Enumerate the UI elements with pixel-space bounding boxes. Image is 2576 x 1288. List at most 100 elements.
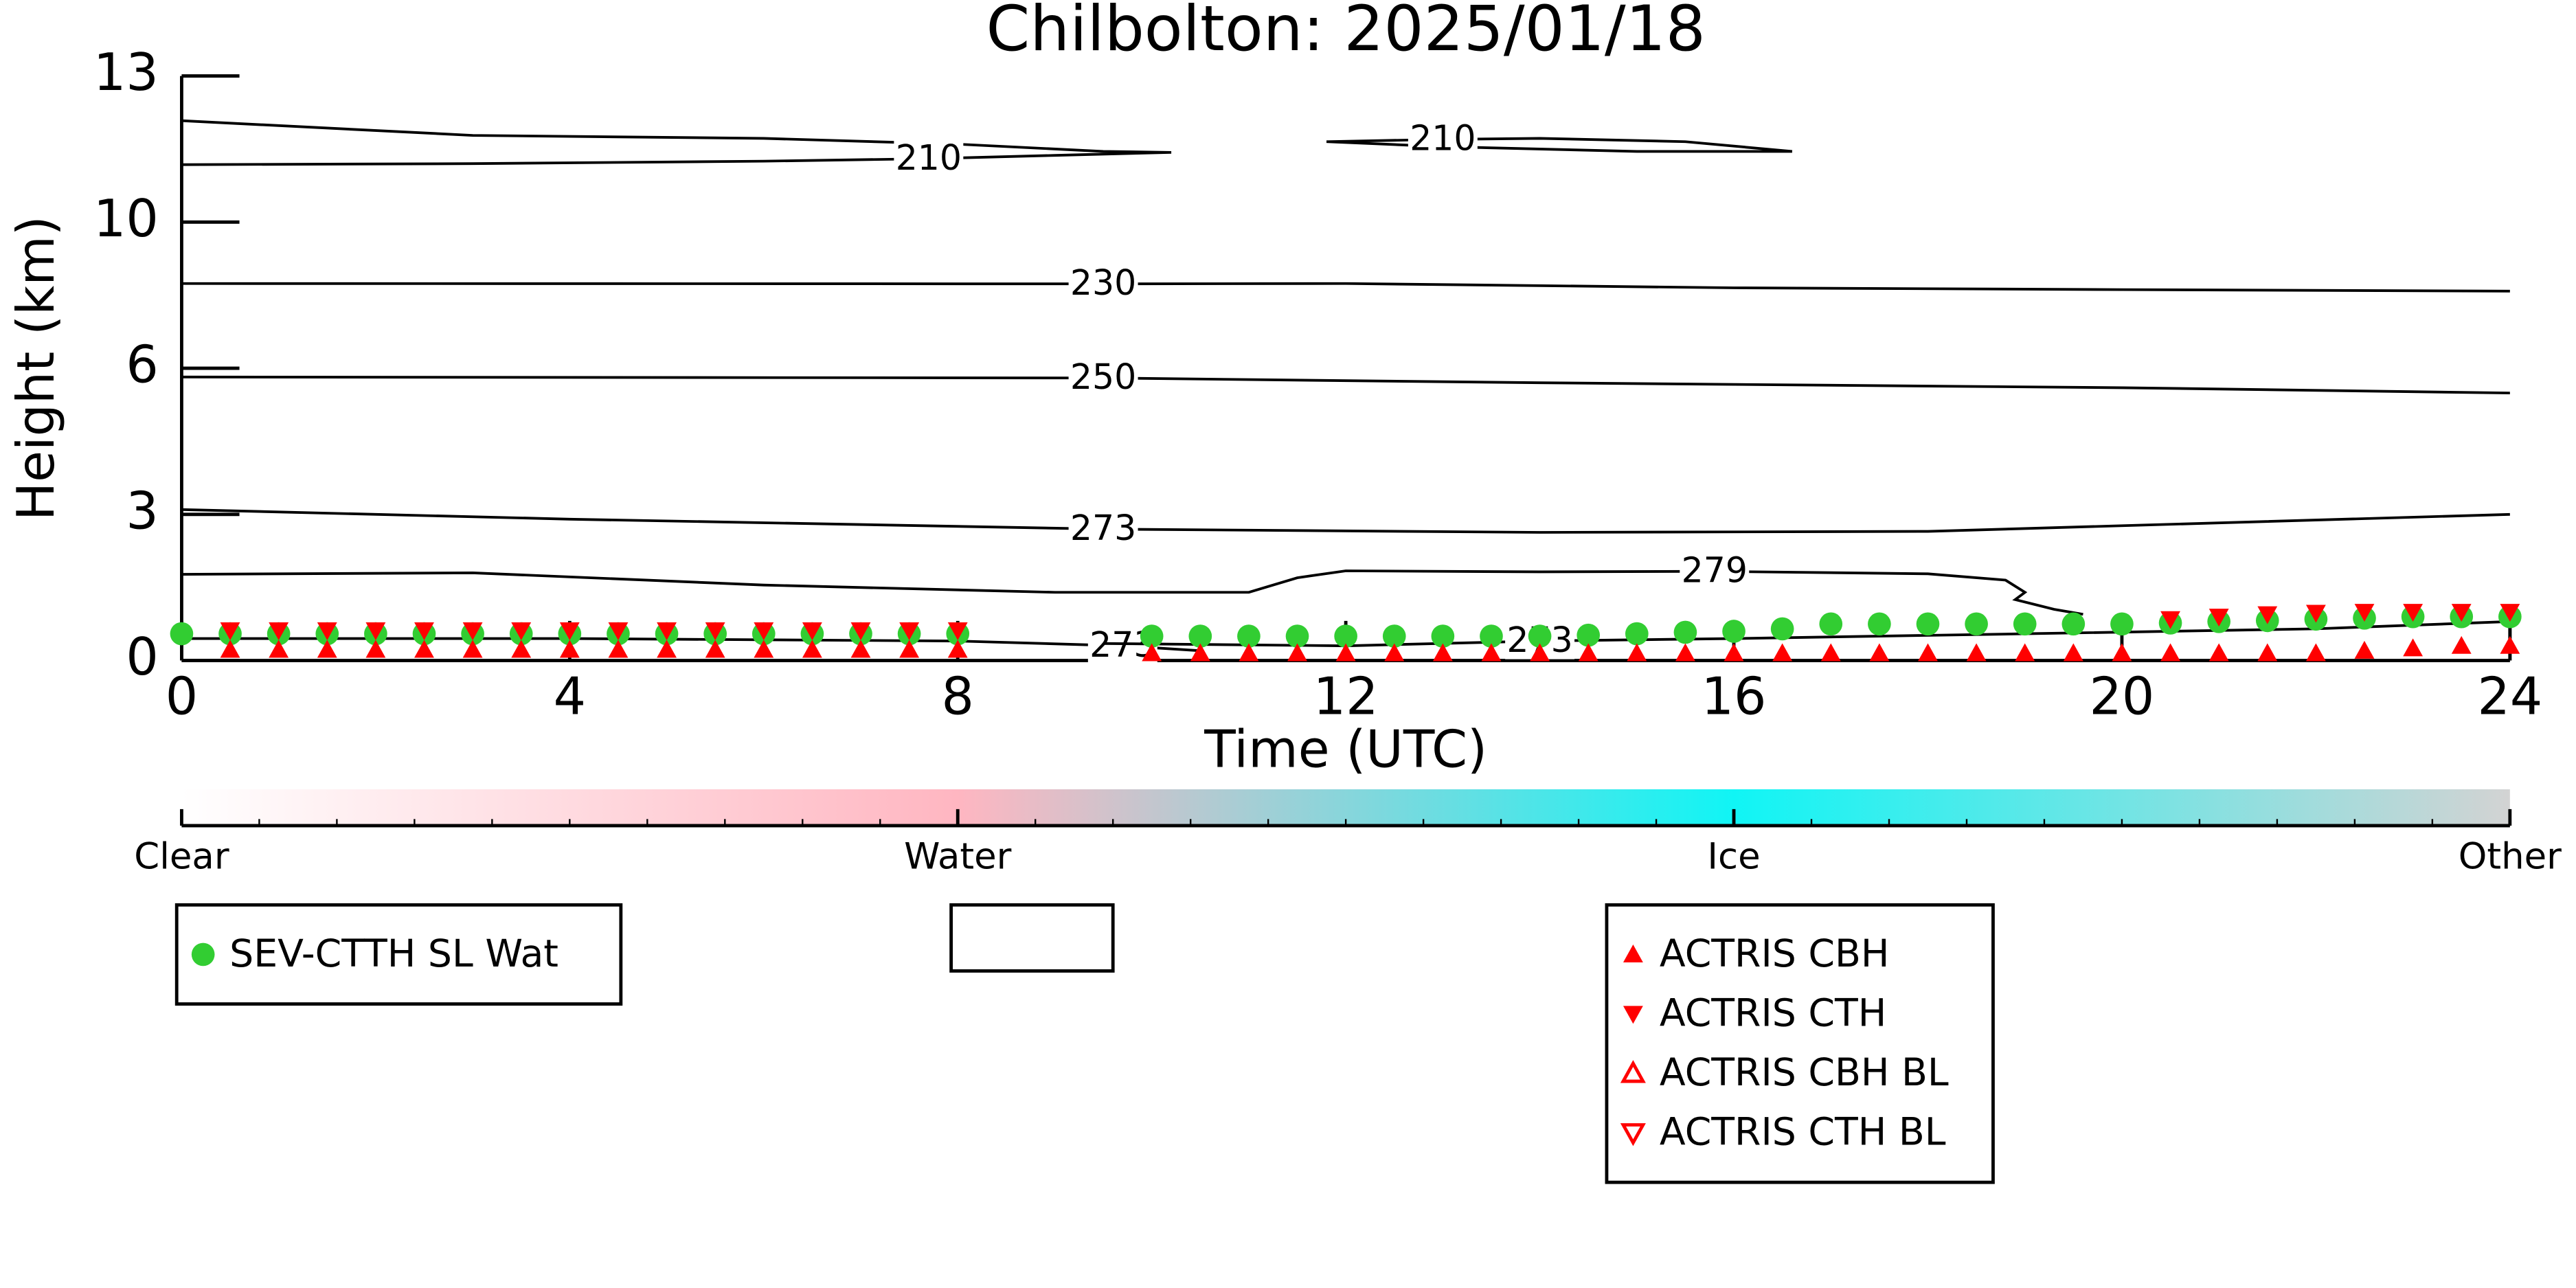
contour-label: 250	[1070, 357, 1136, 397]
colorbar-label: Water	[904, 836, 1012, 878]
marker	[2013, 612, 2037, 636]
marker	[1819, 612, 1843, 636]
marker	[317, 622, 337, 640]
y-tick-label: 0	[126, 627, 158, 687]
y-tick-label: 3	[126, 481, 158, 541]
y-tick-label: 10	[93, 189, 159, 249]
marker	[899, 640, 920, 658]
contour-label-bg	[1068, 510, 1138, 547]
marker	[220, 622, 240, 640]
marker	[1918, 643, 1938, 662]
marker	[1237, 624, 1261, 648]
marker	[559, 622, 580, 640]
marker	[2500, 604, 2520, 622]
marker	[414, 622, 434, 640]
marker	[1772, 643, 1793, 662]
chart-title: Chilbolton: 2025/01/18	[986, 0, 1705, 65]
contour-line	[1326, 137, 1793, 153]
marker	[1431, 624, 1455, 648]
contour-label-bg	[1068, 265, 1138, 302]
marker	[559, 640, 580, 658]
legend-label: ACTRIS CTH BL	[1660, 1111, 1946, 1155]
marker	[220, 640, 240, 658]
marker	[1578, 643, 1598, 662]
x-tick-label: 8	[942, 667, 974, 727]
marker	[269, 640, 289, 658]
marker	[850, 640, 871, 658]
marker	[608, 622, 629, 640]
legend	[174, 903, 623, 1006]
marker	[1285, 624, 1309, 648]
marker	[2305, 643, 2326, 662]
marker	[1577, 623, 1601, 647]
marker	[1820, 643, 1841, 662]
marker	[1188, 624, 1212, 648]
x-axis-label: Time (UTC)	[1204, 720, 1487, 780]
contour-line	[181, 282, 2510, 293]
contour-label: 279	[1682, 550, 1748, 591]
marker	[1620, 1060, 1646, 1083]
marker	[170, 622, 194, 646]
marker	[1530, 643, 1550, 662]
contour-label: 273	[1070, 508, 1136, 548]
marker	[1965, 612, 1988, 636]
legend-label: ACTRIS CBH	[1660, 932, 1890, 976]
marker	[1623, 945, 1643, 962]
marker	[2110, 612, 2134, 636]
marker	[2305, 605, 2326, 623]
marker	[2354, 640, 2375, 659]
marker	[2403, 638, 2424, 657]
marker	[1480, 624, 1503, 648]
colorbar-label: Other	[2459, 836, 2562, 878]
marker	[365, 622, 386, 640]
marker	[317, 640, 337, 658]
marker	[414, 640, 434, 658]
marker	[1675, 643, 1695, 662]
x-tick-label: 20	[2090, 667, 2155, 727]
empty-legend	[949, 903, 1115, 973]
marker	[1627, 643, 1647, 662]
contour-line	[181, 569, 2083, 616]
marker	[2354, 604, 2375, 622]
marker	[365, 640, 386, 658]
y-axis-label: Height (km)	[6, 216, 66, 521]
marker	[462, 640, 483, 658]
marker	[1190, 643, 1210, 662]
legend-label: SEV-CTTH SL Wat	[229, 932, 558, 976]
y-tick-label: 13	[93, 43, 159, 102]
marker	[2061, 612, 2086, 636]
marker	[1623, 1006, 1643, 1024]
marker	[1287, 643, 1307, 662]
marker	[2015, 643, 2035, 662]
marker	[2160, 643, 2180, 662]
marker	[657, 640, 677, 658]
marker	[1481, 643, 1502, 662]
legend-label: ACTRIS CTH	[1660, 991, 1886, 1035]
marker	[947, 640, 968, 658]
marker	[657, 622, 677, 640]
y-tick-label: 6	[126, 335, 158, 395]
marker	[1868, 612, 1891, 636]
marker	[1916, 612, 1940, 636]
marker	[1620, 1123, 1646, 1146]
colorbar-label: Ice	[1707, 836, 1760, 878]
marker	[2063, 643, 2083, 662]
contour-label: 210	[896, 137, 962, 178]
contour-label-bg	[894, 140, 964, 177]
contour-line	[181, 508, 2510, 534]
marker	[1673, 620, 1697, 644]
marker	[1724, 643, 1744, 662]
marker	[2257, 606, 2278, 624]
contour-label: 230	[1070, 262, 1136, 303]
x-tick-label: 24	[2477, 667, 2542, 727]
x-tick-label: 16	[1702, 667, 1767, 727]
marker	[802, 622, 822, 640]
x-tick-label: 12	[1313, 667, 1379, 727]
marker	[705, 622, 725, 640]
marker	[754, 640, 774, 658]
marker	[850, 622, 871, 640]
marker	[1384, 643, 1405, 662]
marker	[462, 622, 483, 640]
marker	[899, 622, 920, 640]
